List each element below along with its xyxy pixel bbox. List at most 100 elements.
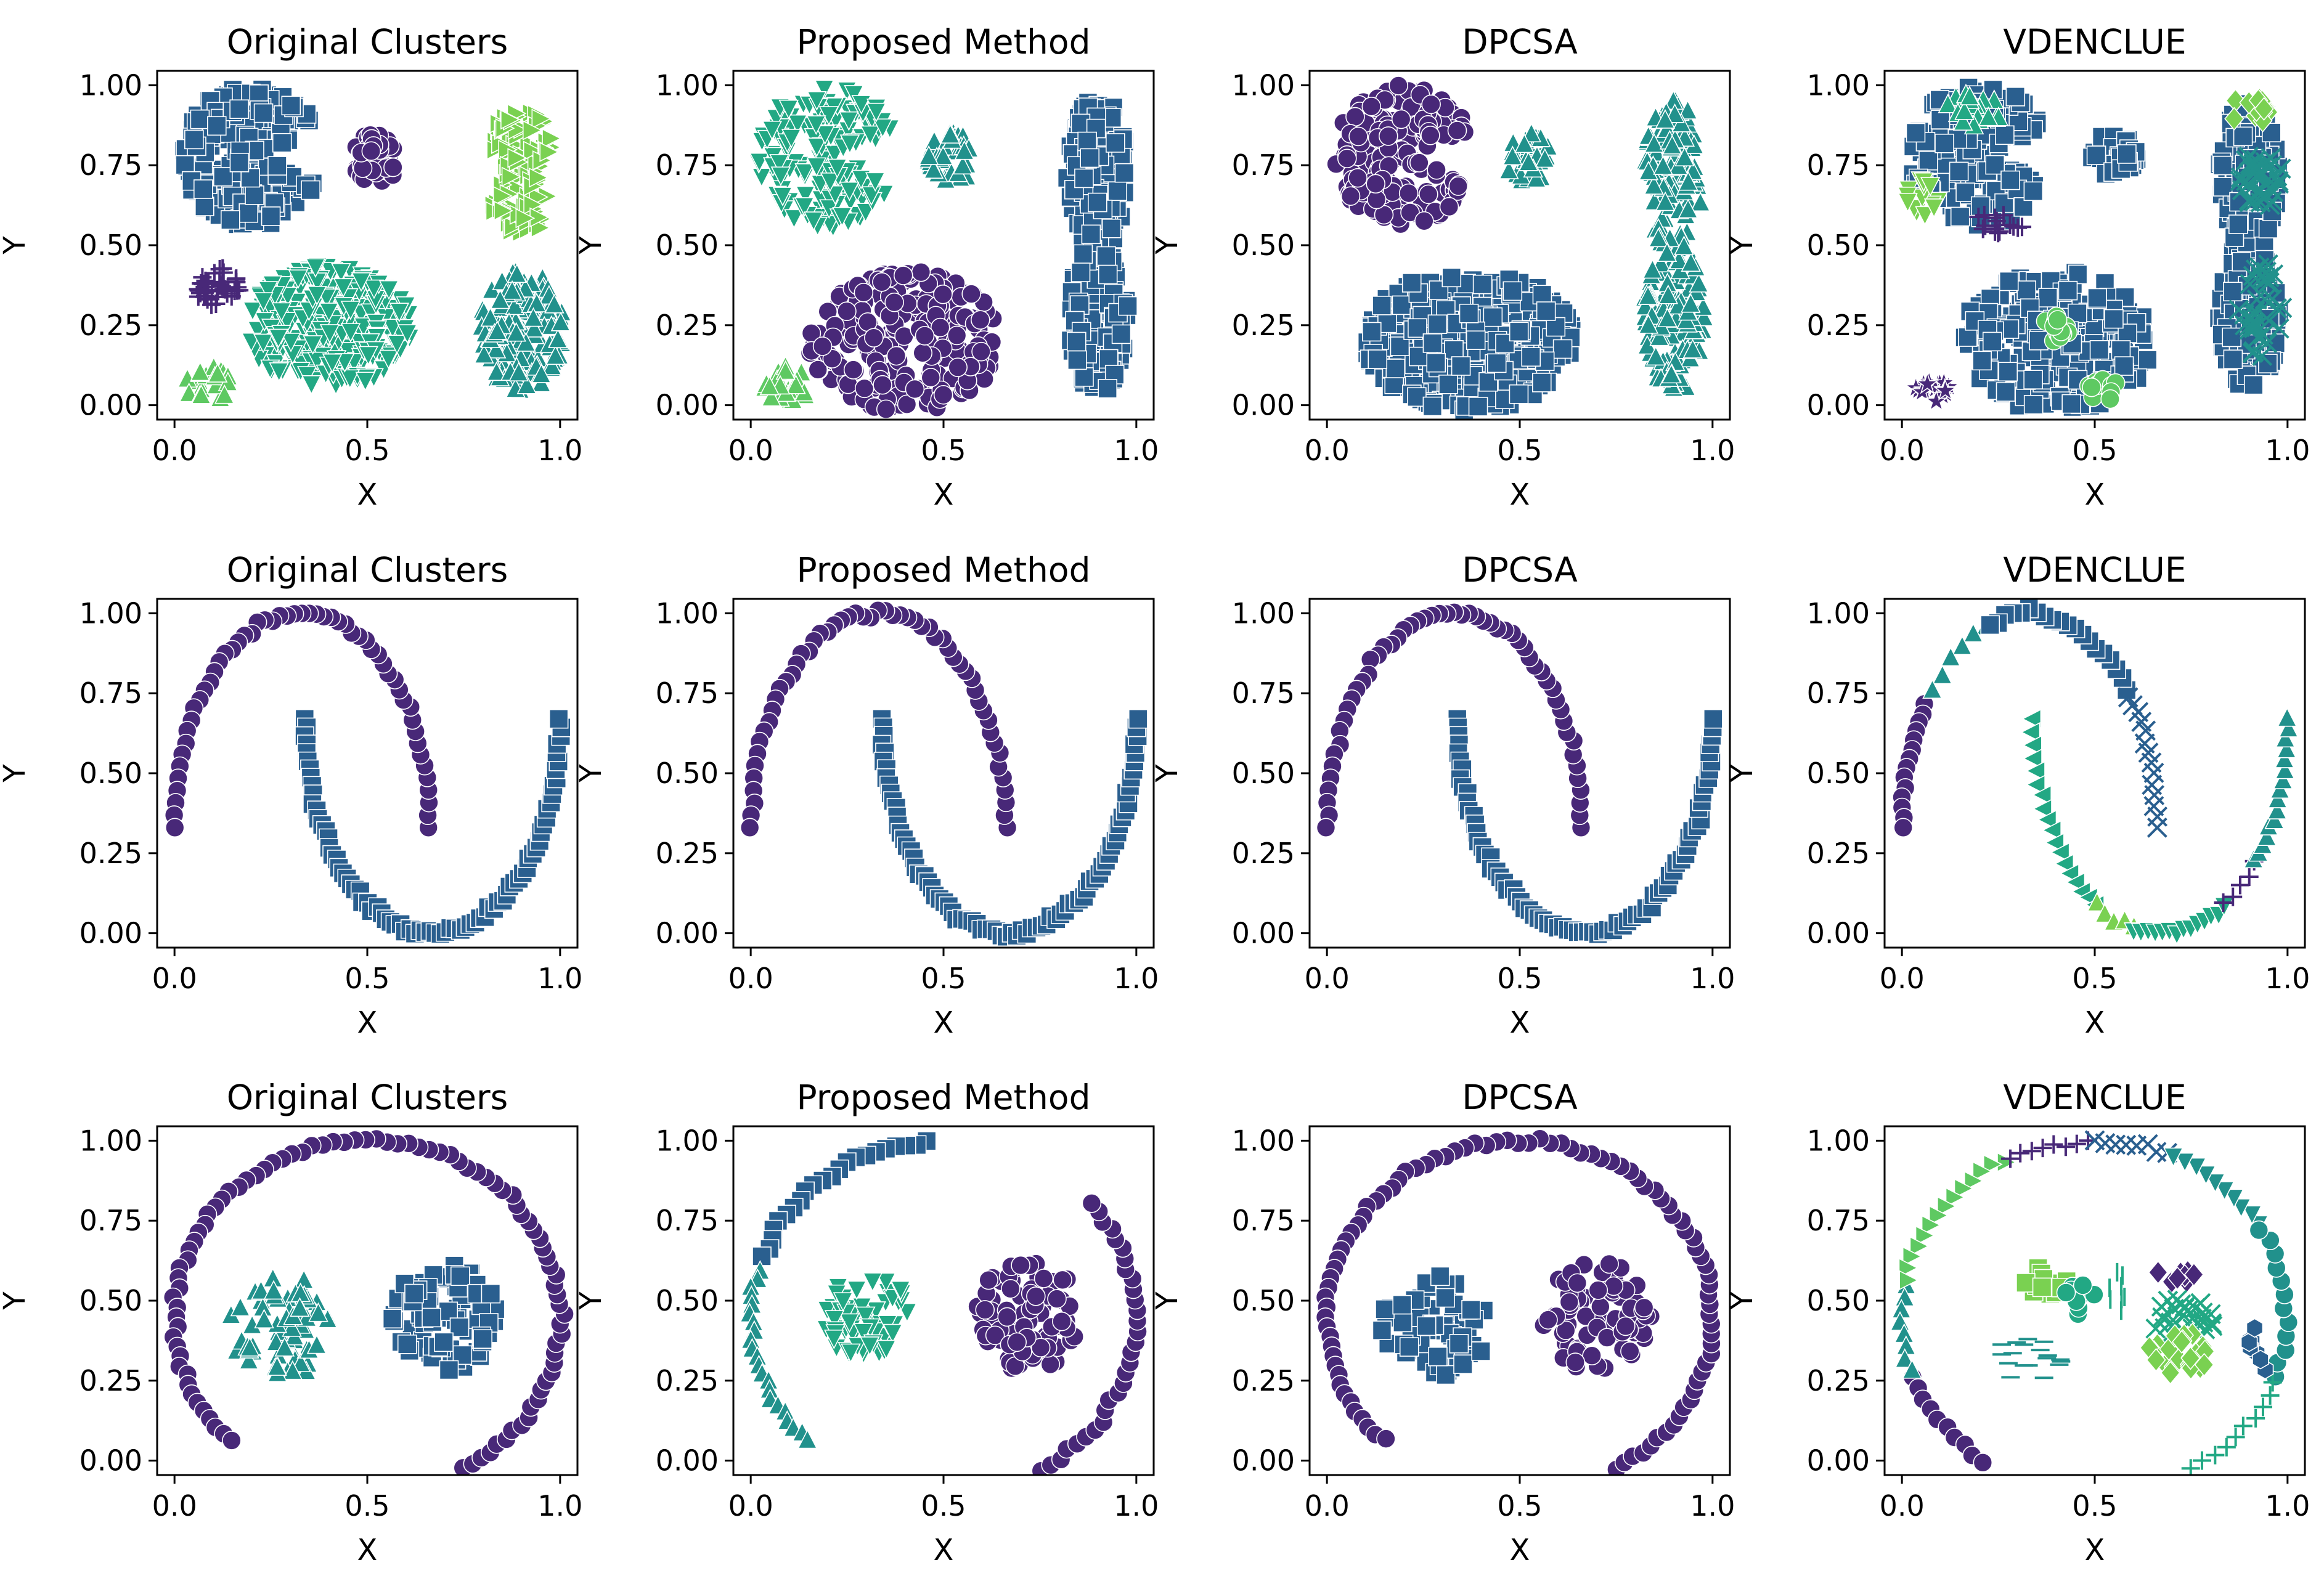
data-point: [1518, 151, 1539, 171]
data-point: [382, 319, 403, 339]
y-tick-label: 0.25: [656, 837, 719, 870]
data-point: [1499, 160, 1519, 179]
y-tick-label: 0.75: [1232, 1204, 1295, 1237]
y-axis-label: Y: [574, 1291, 608, 1311]
series-cluster-2: [918, 121, 979, 189]
data-point: [1077, 131, 1097, 152]
y-tick-label: 1.00: [656, 68, 719, 102]
x-tick-label: 0.5: [1497, 962, 1542, 995]
data-point: [1098, 264, 1118, 285]
x-tick-label: 0.0: [728, 434, 773, 467]
y-tick-label: 0.75: [656, 677, 719, 710]
y-tick-label: 0.25: [656, 1364, 719, 1397]
data-point: [1690, 192, 1711, 212]
x-tick-label: 0.5: [2072, 434, 2117, 467]
data-point: [1430, 1266, 1450, 1286]
data-point: [1052, 1311, 1072, 1331]
y-tick-label: 0.75: [1807, 148, 1870, 182]
x-tick-label: 0.5: [1497, 1489, 1542, 1522]
data-point: [2243, 375, 2264, 395]
data-point: [1963, 622, 1984, 643]
data-point: [1453, 1354, 1473, 1374]
data-point: [797, 1429, 818, 1449]
data-point: [997, 1307, 1017, 1327]
data-point: [353, 317, 374, 338]
data-point: [253, 292, 274, 312]
data-point: [213, 166, 233, 187]
data-point: [550, 311, 571, 331]
data-point: [282, 1317, 302, 1337]
x-tick-label: 1.0: [1690, 434, 1735, 467]
data-point: [795, 185, 816, 206]
data-point: [1007, 1332, 1027, 1352]
series-cluster-2: [1372, 1266, 1494, 1385]
data-point: [506, 322, 526, 342]
data-point: [948, 357, 968, 377]
data-point: [222, 1431, 242, 1450]
data-point: [1096, 246, 1116, 266]
data-point: [954, 140, 975, 160]
data-point: [1972, 1161, 1992, 1182]
data-point: [1970, 196, 1991, 216]
data-point: [2243, 266, 2264, 287]
data-point: [905, 379, 925, 399]
series-cluster-4: [800, 262, 1003, 420]
scatter-points: [1315, 1129, 1721, 1475]
data-point: [2084, 1130, 2105, 1151]
data-point: [872, 272, 892, 292]
data-point: [1483, 307, 1503, 327]
data-point: [1401, 273, 1422, 293]
data-point: [333, 278, 354, 298]
data-point: [1620, 1341, 1640, 1361]
series-cluster-1: [740, 600, 1017, 838]
data-point: [1655, 108, 1676, 129]
data-point: [933, 384, 953, 405]
y-tick-label: 0.75: [80, 677, 142, 710]
data-point: [1674, 147, 1695, 166]
data-point: [494, 200, 513, 221]
data-point: [786, 374, 806, 394]
subplot-title: Original Clusters: [227, 1078, 508, 1117]
y-tick-label: 1.00: [1232, 1124, 1295, 1157]
x-axis-label: X: [2085, 1006, 2105, 1040]
data-point: [855, 1306, 876, 1327]
data-point: [214, 384, 235, 404]
data-point: [2256, 826, 2277, 846]
data-point: [190, 109, 210, 129]
data-point: [1559, 1292, 1580, 1312]
series-cluster-13: [2148, 1259, 2204, 1294]
data-point: [1521, 123, 1542, 143]
data-point: [481, 1283, 501, 1304]
data-point: [2277, 707, 2297, 727]
series-cluster-1: [1316, 602, 1591, 838]
data-point: [1368, 349, 1388, 369]
x-tick-label: 0.5: [345, 962, 389, 995]
data-point: [2023, 748, 2042, 769]
y-tick-label: 0.00: [656, 1444, 719, 1477]
data-point: [2032, 799, 2052, 819]
data-point: [1644, 175, 1664, 195]
data-point: [1661, 364, 1682, 384]
data-point: [290, 1297, 310, 1317]
data-point: [1399, 1337, 1419, 1357]
data-point: [2047, 310, 2068, 330]
subplot-title: DPCSA: [1462, 1078, 1578, 1117]
data-point: [364, 279, 385, 299]
data-point: [274, 1336, 295, 1357]
data-point: [979, 1270, 998, 1290]
x-tick-label: 0.5: [1497, 434, 1542, 467]
data-point: [1552, 339, 1573, 359]
data-point: [378, 349, 399, 370]
series-cluster-1: [1326, 76, 1475, 234]
data-point: [1414, 211, 1434, 231]
data-point: [1978, 106, 1999, 126]
subplot-title: Original Clusters: [227, 22, 508, 62]
y-axis-label: Y: [0, 764, 32, 783]
data-point: [1959, 86, 1980, 105]
data-point: [319, 303, 339, 323]
series-cluster-11: [1992, 1338, 2071, 1380]
series-cluster-2: [871, 709, 1148, 947]
data-point: [272, 132, 292, 153]
data-point: [1932, 664, 1953, 685]
